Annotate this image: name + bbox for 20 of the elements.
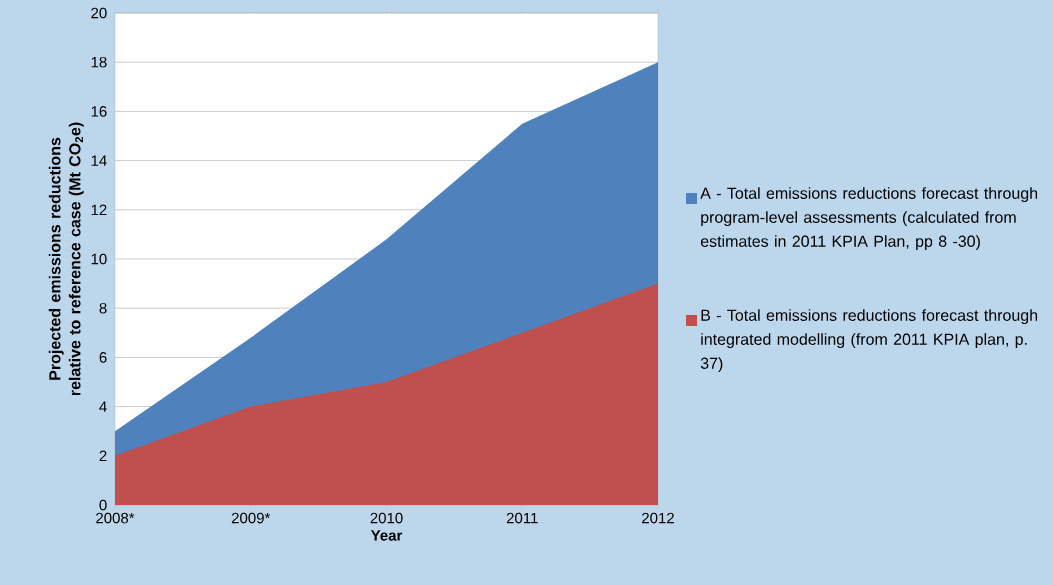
y-tick-label: 0 — [99, 499, 107, 511]
y-tick-label: 2 — [99, 450, 107, 462]
y-tick-label: 8 — [99, 302, 107, 314]
x-tick-label: 2010 — [370, 512, 403, 524]
y-tick-label: 16 — [91, 106, 107, 117]
y-tick-label: 6 — [99, 352, 107, 363]
y-tick-label: 20 — [91, 7, 107, 19]
x-tick-label: 2009* — [231, 512, 271, 524]
y-tick-label: 18 — [91, 56, 107, 68]
x-tick-label: 2012 — [642, 512, 674, 524]
x-tick-label: 2008* — [96, 512, 135, 524]
legend-label: A - Total emissions reductions forecast through program-level assessments (calculated from estimates in 2011 KPIA Plan, pp 8 -30) — [700, 187, 1038, 251]
y-tick-label: 12 — [91, 204, 107, 216]
legend-label: B - Total emissions reductions forecast through integrated modelling (from 2011 KPIA plan, p. 37) — [700, 309, 1038, 373]
y-axis-title: Projected emissions reductions relative to reference case (Mt CO$_{2}$e) — [48, 122, 84, 396]
y-tick-label: 14 — [91, 155, 107, 166]
y-tick-label: 4 — [99, 401, 107, 412]
x-tick-label: 2011 — [506, 512, 538, 524]
x-axis-title: Year — [370, 530, 403, 541]
y-tick-label: 10 — [91, 253, 107, 265]
